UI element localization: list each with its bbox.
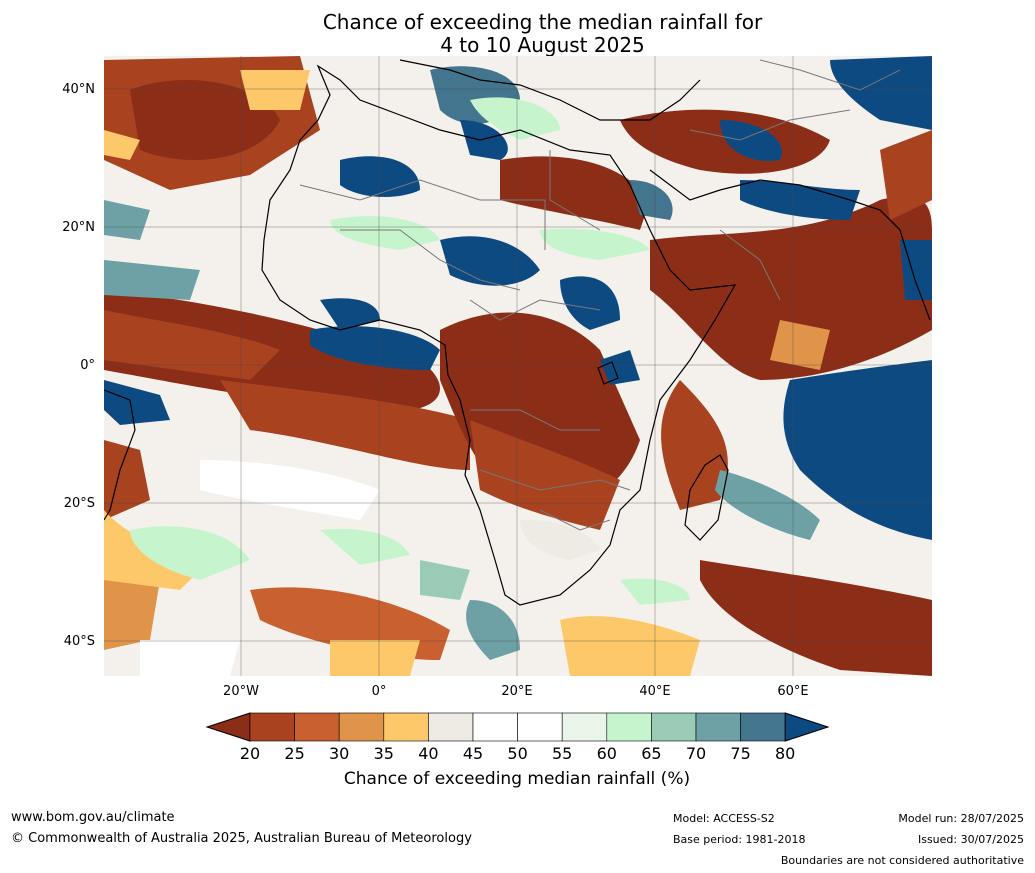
lat-label-0: 0° [80,358,95,373]
colorbar-tick-label: 30 [329,744,350,763]
country-borders [299,59,901,531]
colorbar-segment [517,712,563,742]
coastlines [104,59,931,606]
colorbar-segment [383,712,429,742]
colorbar-tick-label: 80 [775,744,796,763]
colorbar-tick-label: 75 [730,744,751,763]
colorbar-segment [606,712,652,742]
footer-model-run: Model run: 28/07/2025 [898,812,1024,825]
colorbar-segment [651,712,697,742]
colorbar-tick-label: 40 [418,744,439,763]
lat-label-40s: 40°S [63,634,95,649]
colorbar-tick-label: 45 [462,744,484,763]
colorbar-segment [740,712,786,742]
colorbar-tick-label: 35 [373,744,394,763]
map-area [104,56,932,676]
lat-label-20n: 20°N [62,220,95,235]
colorbar-segment [695,712,741,742]
colorbar [205,712,830,742]
rainfall-anomaly-fields [104,56,932,676]
colorbar-segment [249,712,295,742]
footer-disclaimer: Boundaries are not considered authoritat… [780,854,1024,867]
colorbar-tick-label: 50 [507,744,528,763]
colorbar-segment [294,712,340,742]
colorbar-extend-high [784,712,830,742]
lat-label-20s: 20°S [63,496,95,511]
colorbar-tick-label: 65 [641,744,662,763]
map-title-line2: 4 to 10 August 2025 [440,33,645,57]
lat-label-40n: 40°N [62,82,95,97]
colorbar-tick-label: 25 [284,744,305,763]
colorbar-tick-label: 70 [685,744,707,763]
footer-website[interactable]: www.bom.gov.au/climate [11,810,175,825]
colorbar-segment [428,712,474,742]
map-title-line1: Chance of exceeding the median rainfall … [322,10,763,34]
footer-base-period: Base period: 1981-2018 [673,833,806,846]
colorbar-segment [472,712,518,742]
lon-label-20w: 20°W [223,684,259,699]
lon-label-40e: 40°E [639,684,671,699]
lon-label-0: 0° [371,684,387,699]
colorbar-segment [561,712,608,742]
colorbar-tick-label: 60 [596,744,617,763]
colorbar-tick-label: 20 [239,744,261,763]
map-gridlines [104,56,932,676]
footer-copyright: © Commonwealth of Australia 2025, Austra… [11,831,472,846]
lon-label-20e: 20°E [501,684,533,699]
colorbar-segment [338,712,385,742]
colorbar-extend-low [205,712,251,742]
lon-label-60e: 60°E [777,684,809,699]
colorbar-tick-label: 55 [552,744,573,763]
footer-model: Model: ACCESS-S2 [673,812,775,825]
colorbar-label: Chance of exceeding median rainfall (%) [343,769,691,789]
footer-issued: Issued: 30/07/2025 [917,833,1024,846]
